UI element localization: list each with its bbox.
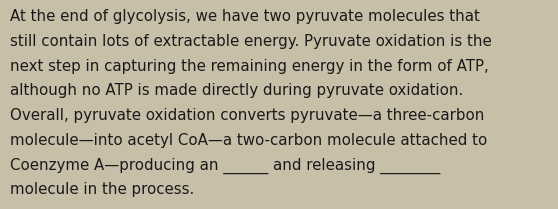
Text: Overall, pyruvate oxidation converts pyruvate—a three-carbon: Overall, pyruvate oxidation converts pyr… xyxy=(10,108,484,123)
Text: although no ATP is made directly during pyruvate oxidation.: although no ATP is made directly during … xyxy=(10,83,463,98)
Text: At the end of glycolysis, we have two pyruvate molecules that: At the end of glycolysis, we have two py… xyxy=(10,9,480,24)
Text: molecule in the process.: molecule in the process. xyxy=(10,182,194,197)
Text: next step in capturing the remaining energy in the form of ATP,: next step in capturing the remaining ene… xyxy=(10,59,489,74)
Text: still contain lots of extractable energy. Pyruvate oxidation is the: still contain lots of extractable energy… xyxy=(10,34,492,49)
Text: molecule—into acetyl CoA—a two-carbon molecule attached to: molecule—into acetyl CoA—a two-carbon mo… xyxy=(10,133,487,148)
Text: Coenzyme A—producing an ______ and releasing ________: Coenzyme A—producing an ______ and relea… xyxy=(10,157,440,174)
